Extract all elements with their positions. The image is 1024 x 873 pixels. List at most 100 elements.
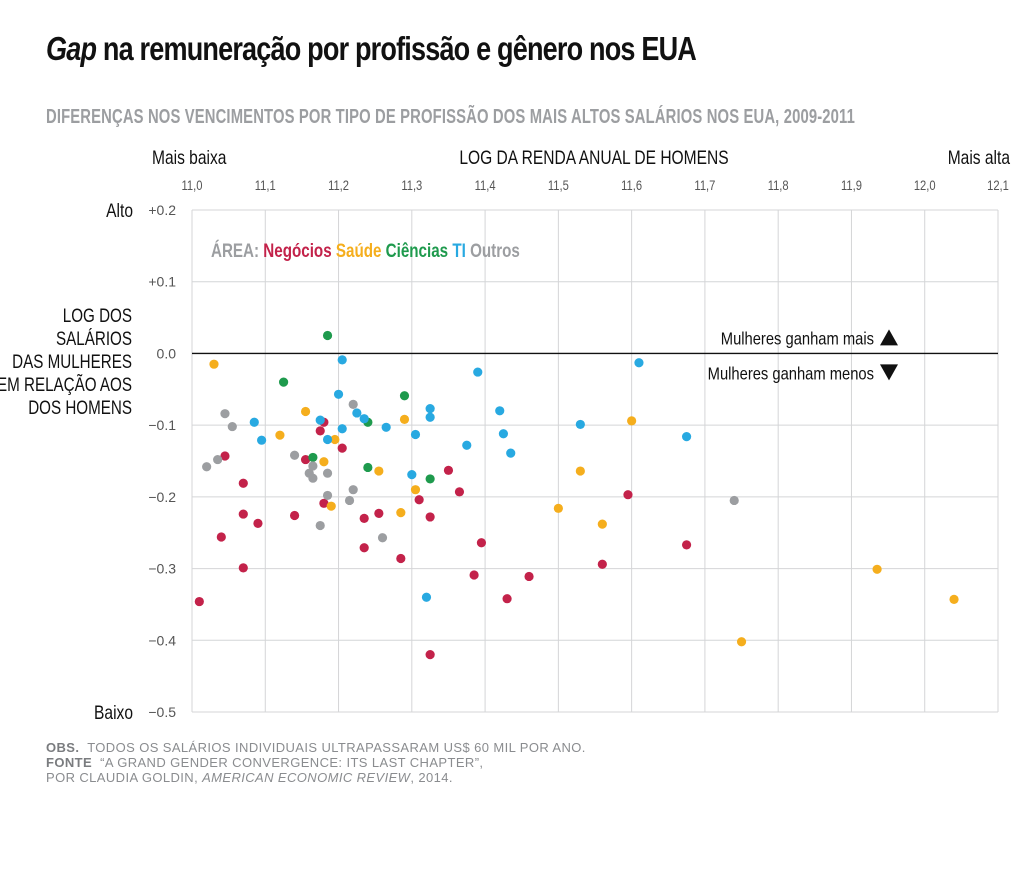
title-emphasis: Gap [46,30,97,67]
chart-title: Gap na remuneração por profissão e gêner… [46,30,697,68]
x-tick-label: 11,1 [255,178,276,193]
data-point [253,518,263,528]
y-tick-label: −0.4 [148,632,176,648]
annotation-women-earn-less: Mulheres ganham menos [708,364,874,384]
data-point [344,495,355,506]
data-point [330,434,340,445]
x-tick-label: 11,4 [475,178,496,193]
data-point [278,377,289,387]
data-point [220,409,230,419]
data-point [322,434,333,445]
x-axis-label: LOG DA RENDA ANUAL DE HOMENS [459,147,728,169]
legend-item: TI [452,239,470,261]
x-high-label: Mais alta [948,147,1011,169]
data-point [308,473,318,483]
title-rest: na remuneração por profissão e gênero no… [96,30,697,67]
chart-notes: OBS. TODOS OS SALÁRIOS INDIVIDUAIS ULTRA… [46,740,586,785]
y-axis-label-line: EM RELAÇÃO AOS [0,373,132,395]
y-high-label: Alto [106,200,133,222]
x-tick-label: 11,9 [841,178,862,193]
data-point [202,462,212,472]
y-tick-label: +0.2 [148,202,176,218]
data-point [300,406,311,417]
obs-text: TODOS OS SALÁRIOS INDIVIDUAIS ULTRAPASSA… [87,740,586,755]
y-axis-label-line: DOS HOMENS [28,396,132,418]
legend-prefix: ÁREA: [211,239,263,261]
data-point [322,490,333,501]
data-point [333,389,344,399]
data-point [348,399,358,409]
legend-item: Saúde [336,239,386,261]
data-point [597,559,607,569]
data-point [681,540,692,550]
x-tick-label: 11,0 [182,178,203,193]
data-point [209,359,219,369]
data-point [289,510,300,521]
data-point [410,485,421,495]
data-point [194,596,204,607]
legend-item: Ciências [386,239,453,261]
data-point [348,485,358,495]
source-line-2: POR CLAUDIA GOLDIN, AMERICAN ECONOMIC RE… [46,770,586,785]
data-point [363,462,373,473]
obs-line: OBS. TODOS OS SALÁRIOS INDIVIDUAIS ULTRA… [46,740,586,755]
chart-subtitle: DIFERENÇAS NOS VENCIMENTOS POR TIPO DE P… [46,106,855,128]
data-point [337,443,347,453]
y-tick-label: −0.3 [148,561,176,577]
data-point [374,508,384,518]
data-point [399,414,410,425]
data-point [498,429,509,439]
data-point [396,508,406,518]
data-point [469,570,479,580]
data-point [597,519,607,529]
data-point [337,355,347,365]
data-point [524,571,534,582]
data-point [454,487,465,497]
data-point [238,509,248,519]
data-point [374,466,384,476]
data-point [216,532,226,542]
data-point [377,533,388,543]
data-point [319,498,329,508]
source-journal: AMERICAN ECONOMIC REVIEW [202,770,411,785]
data-point [425,650,435,660]
data-point [623,490,633,500]
x-tick-label: 11,3 [401,178,422,193]
source-line: FONTE “A GRAND GENDER CONVERGENCE: ITS L… [46,755,586,770]
legend-item: Outros [470,239,520,261]
data-point [322,468,333,478]
y-axis-label-line: DAS MULHERES [12,350,132,372]
data-point [627,416,637,426]
data-point [238,563,248,573]
x-tick-label: 12,0 [914,178,936,193]
x-tick-label: 11,7 [694,178,715,193]
data-point [421,592,432,602]
data-point [213,454,223,465]
data-point [257,435,267,445]
data-point [359,543,369,553]
data-point [407,470,417,480]
obs-label: OBS. [46,740,80,755]
y-tick-label: −0.2 [148,489,176,505]
data-point [396,553,406,564]
data-point [381,422,391,432]
data-point [425,404,435,414]
data-point [495,406,505,416]
data-point [315,426,325,436]
data-point [322,330,333,341]
data-point [359,414,369,424]
x-tick-label: 11,5 [548,178,569,193]
legend: ÁREA: Negócios Saúde Ciências TI Outros [211,239,520,261]
data-point [553,503,563,513]
data-point [443,465,454,475]
data-point [275,430,285,440]
source-text: “A GRAND GENDER CONVERGENCE: ITS LAST CH… [100,755,484,770]
data-point [681,432,692,442]
data-point [425,474,435,484]
data-point [425,512,435,522]
x-tick-label: 11,8 [768,178,789,193]
data-point [502,594,512,604]
data-point [227,421,237,432]
data-point [359,513,369,523]
